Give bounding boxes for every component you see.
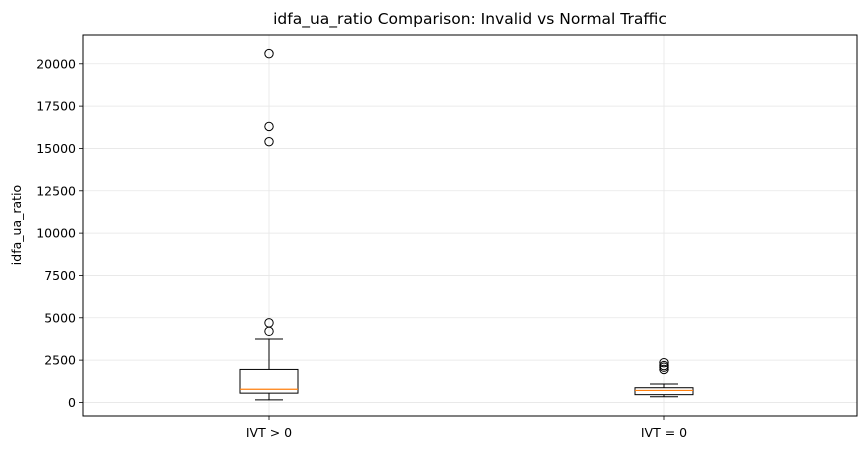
boxes bbox=[239, 48, 694, 401]
outlier-point bbox=[659, 360, 669, 371]
outlier-point bbox=[264, 121, 274, 132]
y-tick-label: 20000 bbox=[36, 56, 76, 71]
y-tick-label: 15000 bbox=[36, 141, 76, 156]
outlier-point bbox=[659, 364, 669, 375]
plot-frame bbox=[82, 34, 858, 417]
outlier-point bbox=[264, 136, 274, 147]
grid bbox=[83, 35, 857, 416]
box-group bbox=[239, 48, 299, 401]
outlier-point bbox=[264, 48, 274, 59]
chart-title: idfa_ua_ratio Comparison: Invalid vs Nor… bbox=[273, 10, 667, 29]
y-tick-label: 17500 bbox=[36, 99, 76, 114]
box-iqr bbox=[239, 368, 299, 394]
y-tick-label: 5000 bbox=[44, 310, 76, 325]
box-iqr bbox=[634, 387, 694, 396]
y-axis: 0 2500 5000 7500 10000 12500 15000 17500 20000 bbox=[36, 56, 83, 410]
outlier-point bbox=[264, 318, 274, 328]
outlier-point bbox=[659, 357, 669, 368]
y-tick-label: 12500 bbox=[36, 183, 76, 198]
y-tick-label: 0 bbox=[68, 395, 76, 410]
x-tick-label: IVT > 0 bbox=[246, 425, 292, 440]
y-tick-label: 10000 bbox=[36, 226, 76, 241]
y-axis-label: idfa_ua_ratio bbox=[9, 185, 24, 265]
y-tick-label: 2500 bbox=[44, 353, 76, 368]
y-tick-label: 7500 bbox=[44, 268, 76, 283]
x-tick-label: IVT = 0 bbox=[641, 425, 687, 440]
x-axis: IVT > 0 IVT = 0 bbox=[246, 416, 687, 440]
box-group bbox=[634, 357, 694, 398]
